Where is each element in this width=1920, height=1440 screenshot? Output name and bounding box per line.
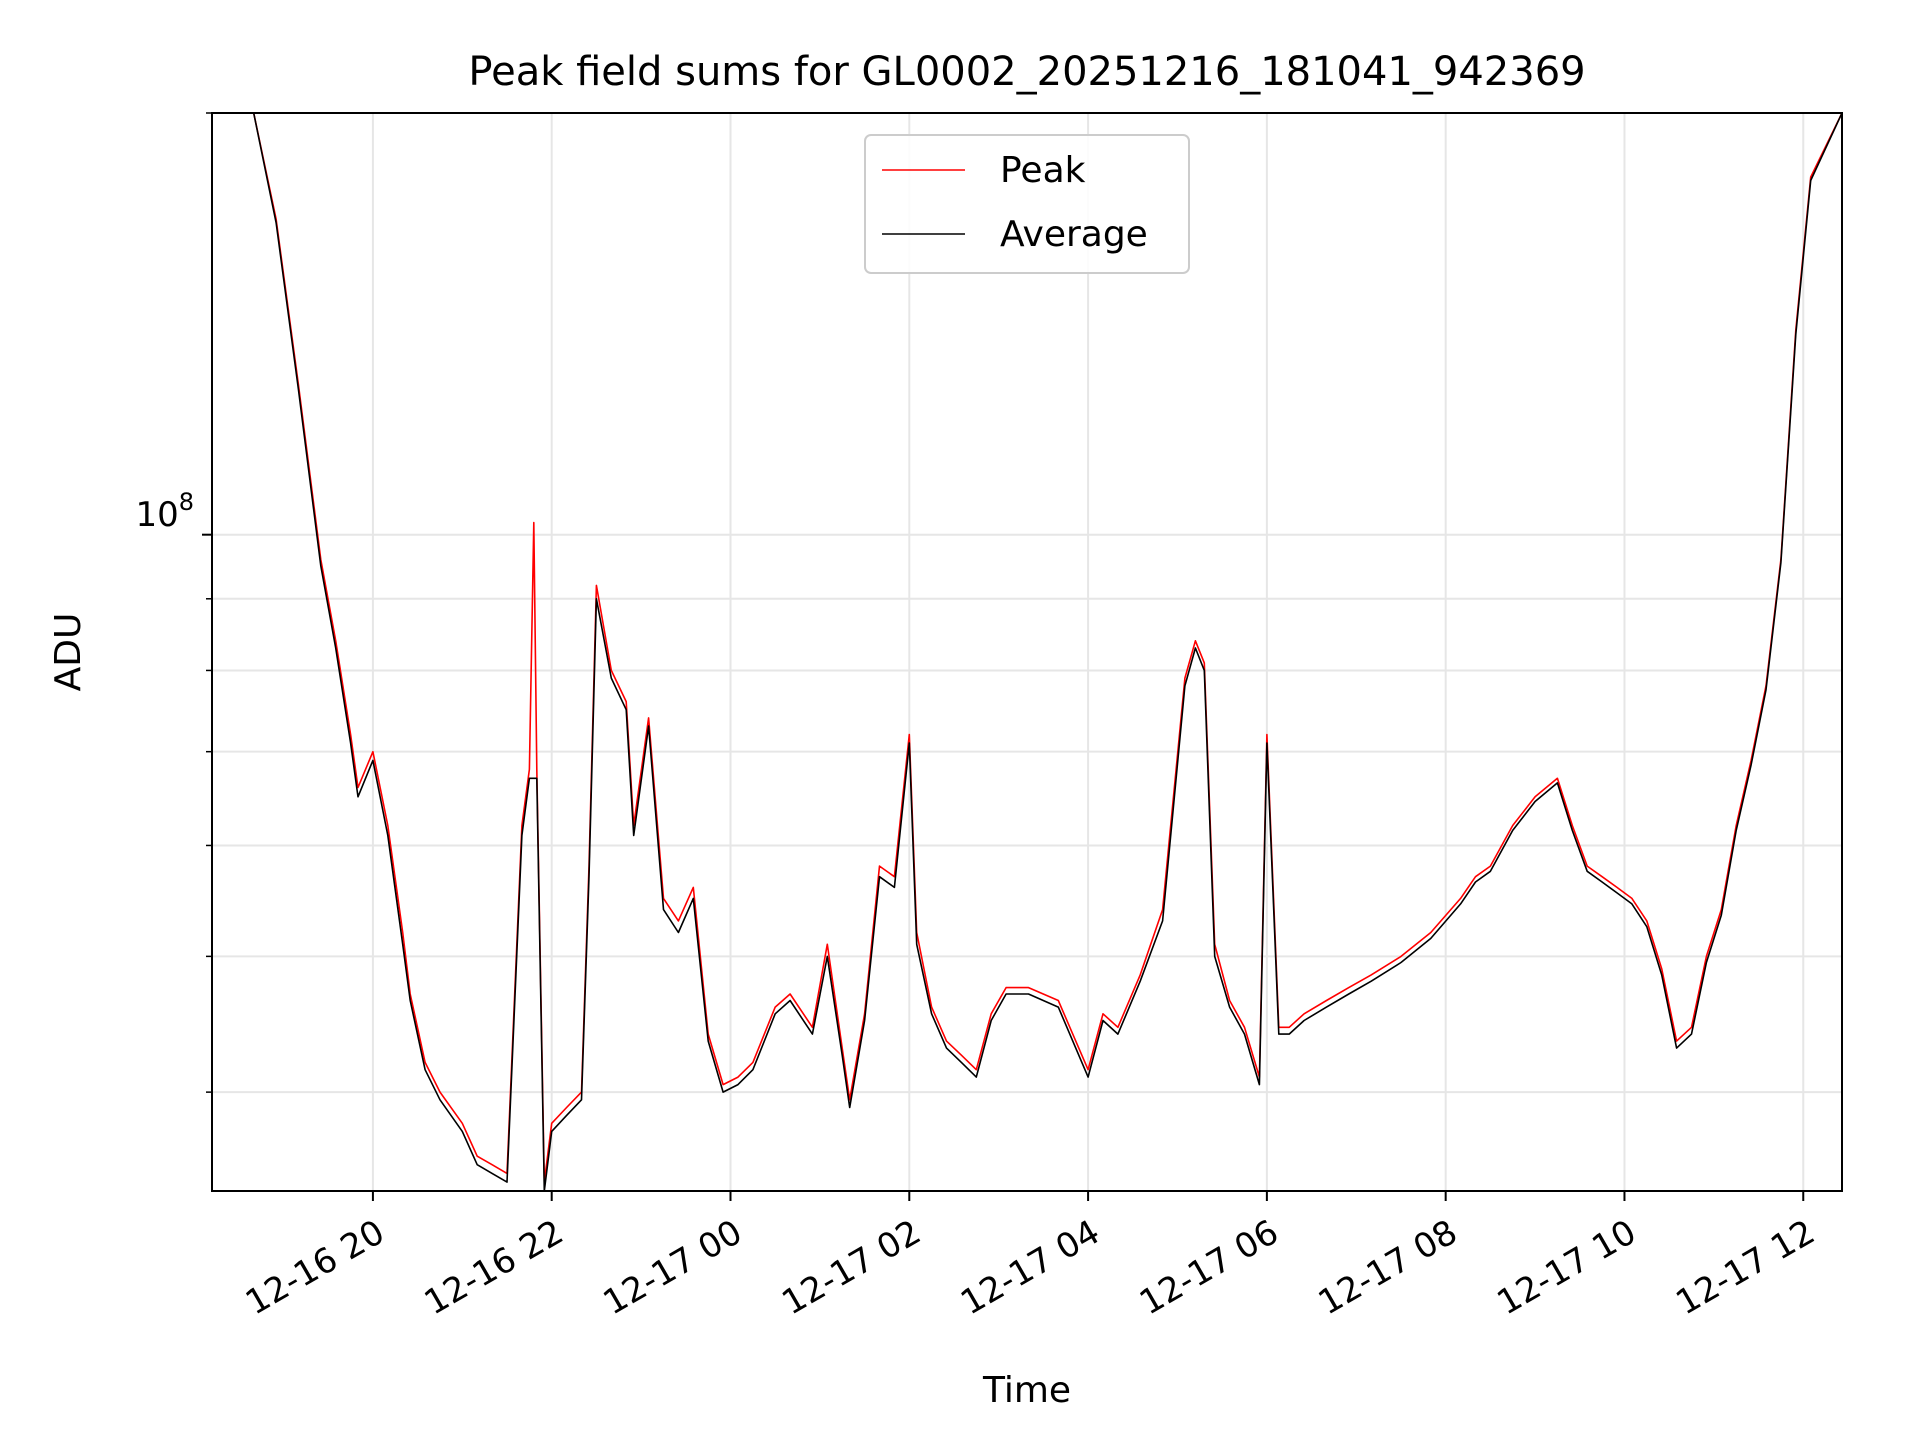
legend-label-average: Average [1000, 214, 1148, 255]
series-layer [252, 113, 1842, 1191]
x-axis-label: Time [982, 1370, 1071, 1411]
chart-title: Peak field sums for GL0002_20251216_1810… [468, 49, 1585, 95]
legend-label-peak: Peak [1000, 150, 1086, 191]
grid-lines [212, 112, 1842, 1191]
y-axis-ticks [202, 112, 212, 1093]
series-line-average [252, 113, 1842, 1191]
y-tick-label-1e8: 108 [135, 488, 194, 535]
y-axis-label: ADU [48, 613, 89, 692]
plot-frame [211, 112, 1843, 1192]
legend: Peak Average [864, 134, 1190, 274]
